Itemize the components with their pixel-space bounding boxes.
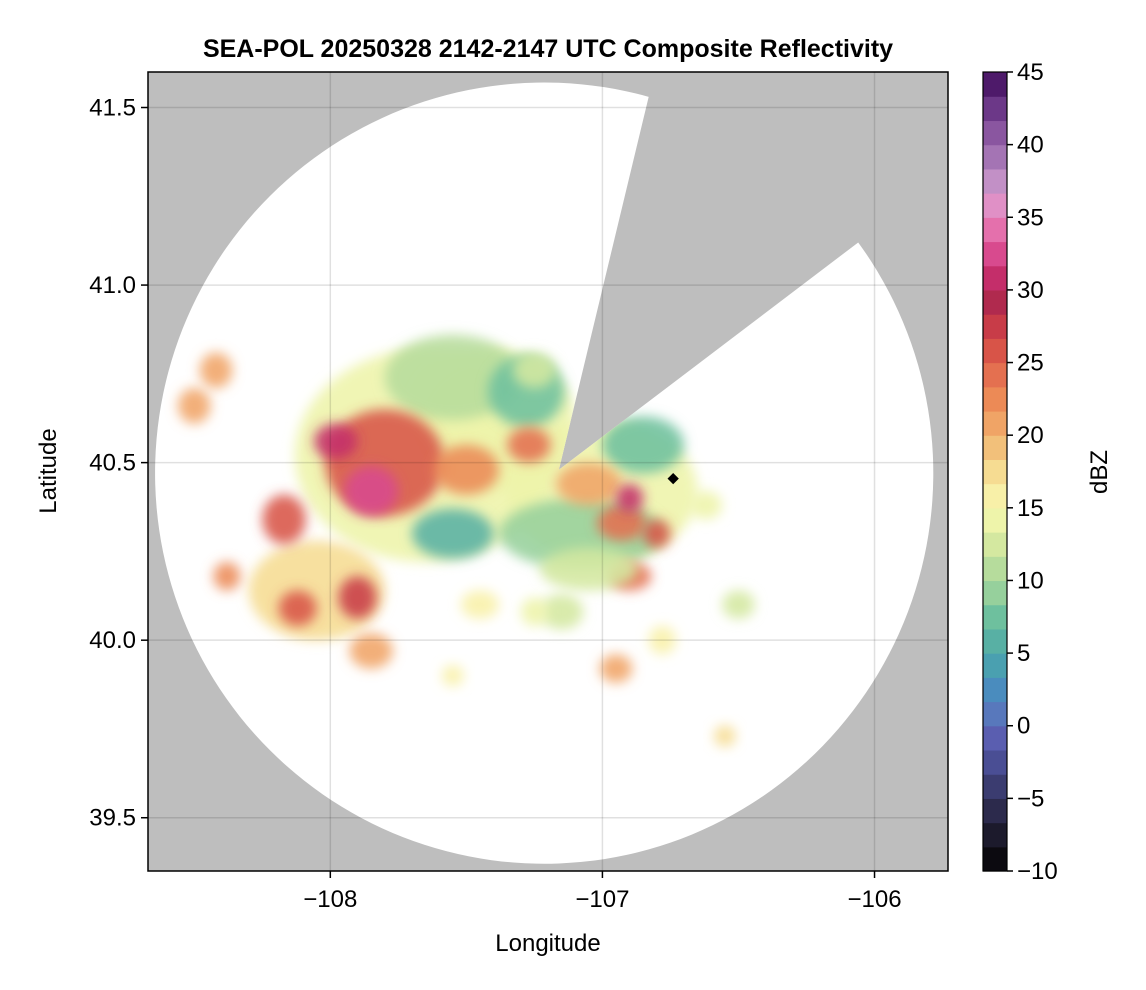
colorbar-label: dBZ [1086, 450, 1113, 494]
colorbar-bin-13 [983, 532, 1007, 557]
chart-title: SEA-POL 20250328 2142-2147 UTC Composite… [203, 35, 893, 63]
colorbar-tick-label-7: 25 [1017, 350, 1044, 377]
colorbar-bin-9 [983, 628, 1007, 654]
echo-cell-18 [539, 547, 638, 591]
colorbar-tick-label-11: 45 [1017, 59, 1044, 86]
colorbar-bin-25 [983, 241, 1007, 267]
y-tick-label-4: 41.5 [89, 95, 136, 122]
colorbar-tick-label-3: 5 [1017, 640, 1030, 667]
x-tick-label-1: −107 [575, 886, 629, 913]
colorbar-bin-8 [983, 653, 1007, 678]
colorbar-tick-label-6: 20 [1017, 422, 1044, 449]
colorbar-bin-29 [983, 144, 1007, 170]
colorbar-bin-15 [983, 483, 1007, 509]
colorbar-bin-16 [983, 459, 1007, 485]
echo-cell-13 [556, 462, 622, 506]
colorbar-tick-label-1: −5 [1017, 785, 1044, 812]
colorbar-bin-18 [983, 410, 1007, 436]
echo-cell-27 [349, 633, 393, 669]
x-axis: −108 −107 −106 [303, 871, 902, 913]
echo-cell-35 [441, 665, 464, 687]
colorbar-bin-24 [983, 265, 1007, 291]
colorbar-bin-30 [983, 120, 1007, 146]
plot-area [148, 72, 948, 871]
echo-cell-7 [411, 508, 494, 559]
echo-cell-2 [384, 334, 521, 421]
echo-cell-29 [648, 625, 676, 655]
colorbar-tick-label-2: 0 [1017, 713, 1030, 740]
colorbar-bin-1 [983, 822, 1007, 848]
colorbar-bin-2 [983, 798, 1007, 824]
colorbar-bin-11 [983, 580, 1007, 606]
echo-cell-16 [616, 483, 644, 513]
echo-cell-17 [643, 519, 671, 548]
echo-cell-28 [520, 597, 548, 626]
echo-cell-23 [262, 494, 306, 545]
echo-cell-14 [596, 505, 646, 541]
echo-cell-11 [433, 444, 500, 495]
colorbar-bin-0 [983, 846, 1007, 872]
colorbar-tick-label-5: 15 [1017, 495, 1044, 522]
colorbar-bin-12 [983, 556, 1007, 582]
echo-layer [177, 334, 755, 747]
colorbar-bin-28 [983, 168, 1007, 194]
echo-cell-25 [177, 388, 211, 424]
colorbar-bin-6 [983, 701, 1007, 727]
colorbar-bin-21 [983, 338, 1007, 364]
y-tick-label-0: 39.5 [89, 805, 136, 832]
colorbar-bin-32 [983, 72, 1007, 97]
x-tick-label-2: −106 [847, 886, 901, 913]
colorbar-bin-27 [983, 193, 1007, 218]
colorbar-ticks: −10 −5 0 5 10 15 20 25 30 35 40 45 [1007, 59, 1058, 885]
colorbar-tick-label-0: −10 [1017, 858, 1058, 885]
colorbar-bin-3 [983, 774, 1007, 799]
echo-cell-19 [539, 594, 584, 630]
x-tick-label-0: −108 [303, 886, 357, 913]
y-tick-label-3: 41.0 [89, 272, 136, 299]
echo-cell-26 [199, 352, 233, 389]
echo-cell-36 [512, 352, 557, 389]
colorbar-bin-19 [983, 386, 1007, 412]
colorbar-bin-17 [983, 435, 1007, 460]
colorbar [982, 71, 1008, 872]
colorbar-tick-label-8: 30 [1017, 277, 1044, 304]
colorbar-tick-label-10: 40 [1017, 132, 1044, 159]
echo-cell-31 [722, 590, 755, 619]
colorbar-tick-label-9: 35 [1017, 204, 1044, 231]
echo-cell-30 [689, 491, 723, 520]
echo-cell-33 [599, 654, 633, 683]
echo-cell-12 [507, 427, 551, 463]
colorbar-bin-20 [983, 362, 1007, 388]
colorbar-bin-31 [983, 96, 1007, 122]
echo-cell-22 [278, 590, 317, 626]
echo-cell-34 [460, 590, 500, 619]
colorbar-tick-label-4: 10 [1017, 567, 1044, 594]
colorbar-frame [982, 71, 1008, 872]
plot-frame [147, 71, 949, 872]
colorbar-bin-14 [983, 507, 1007, 533]
echo-cell-32 [713, 725, 736, 747]
colorbar-bin-23 [983, 289, 1007, 315]
echo-cell-24 [213, 562, 241, 591]
echo-cell-9 [343, 466, 399, 516]
colorbar-bin-7 [983, 677, 1007, 703]
x-axis-label: Longitude [495, 930, 600, 957]
y-axis-label: Latitude [35, 428, 62, 513]
radar-marker [667, 472, 679, 485]
echo-cell-5 [602, 416, 685, 474]
colorbar-bin-22 [983, 314, 1007, 339]
y-tick-label-2: 40.5 [89, 450, 136, 477]
y-axis: 39.5 40.0 40.5 41.0 41.5 [89, 95, 148, 832]
y-tick-label-1: 40.0 [89, 627, 136, 654]
colorbar-bin-4 [983, 749, 1007, 775]
colorbar-bin-26 [983, 217, 1007, 243]
echo-cell-10 [313, 423, 358, 460]
colorbar-bin-5 [983, 725, 1007, 751]
echo-cell-21 [338, 576, 377, 619]
grid-lines [148, 72, 948, 871]
colorbar-bin-10 [983, 604, 1007, 630]
